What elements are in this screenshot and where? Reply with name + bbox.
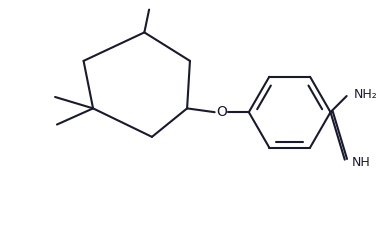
Text: NH: NH xyxy=(351,156,370,169)
Text: NH₂: NH₂ xyxy=(353,88,377,101)
Text: O: O xyxy=(216,105,227,119)
